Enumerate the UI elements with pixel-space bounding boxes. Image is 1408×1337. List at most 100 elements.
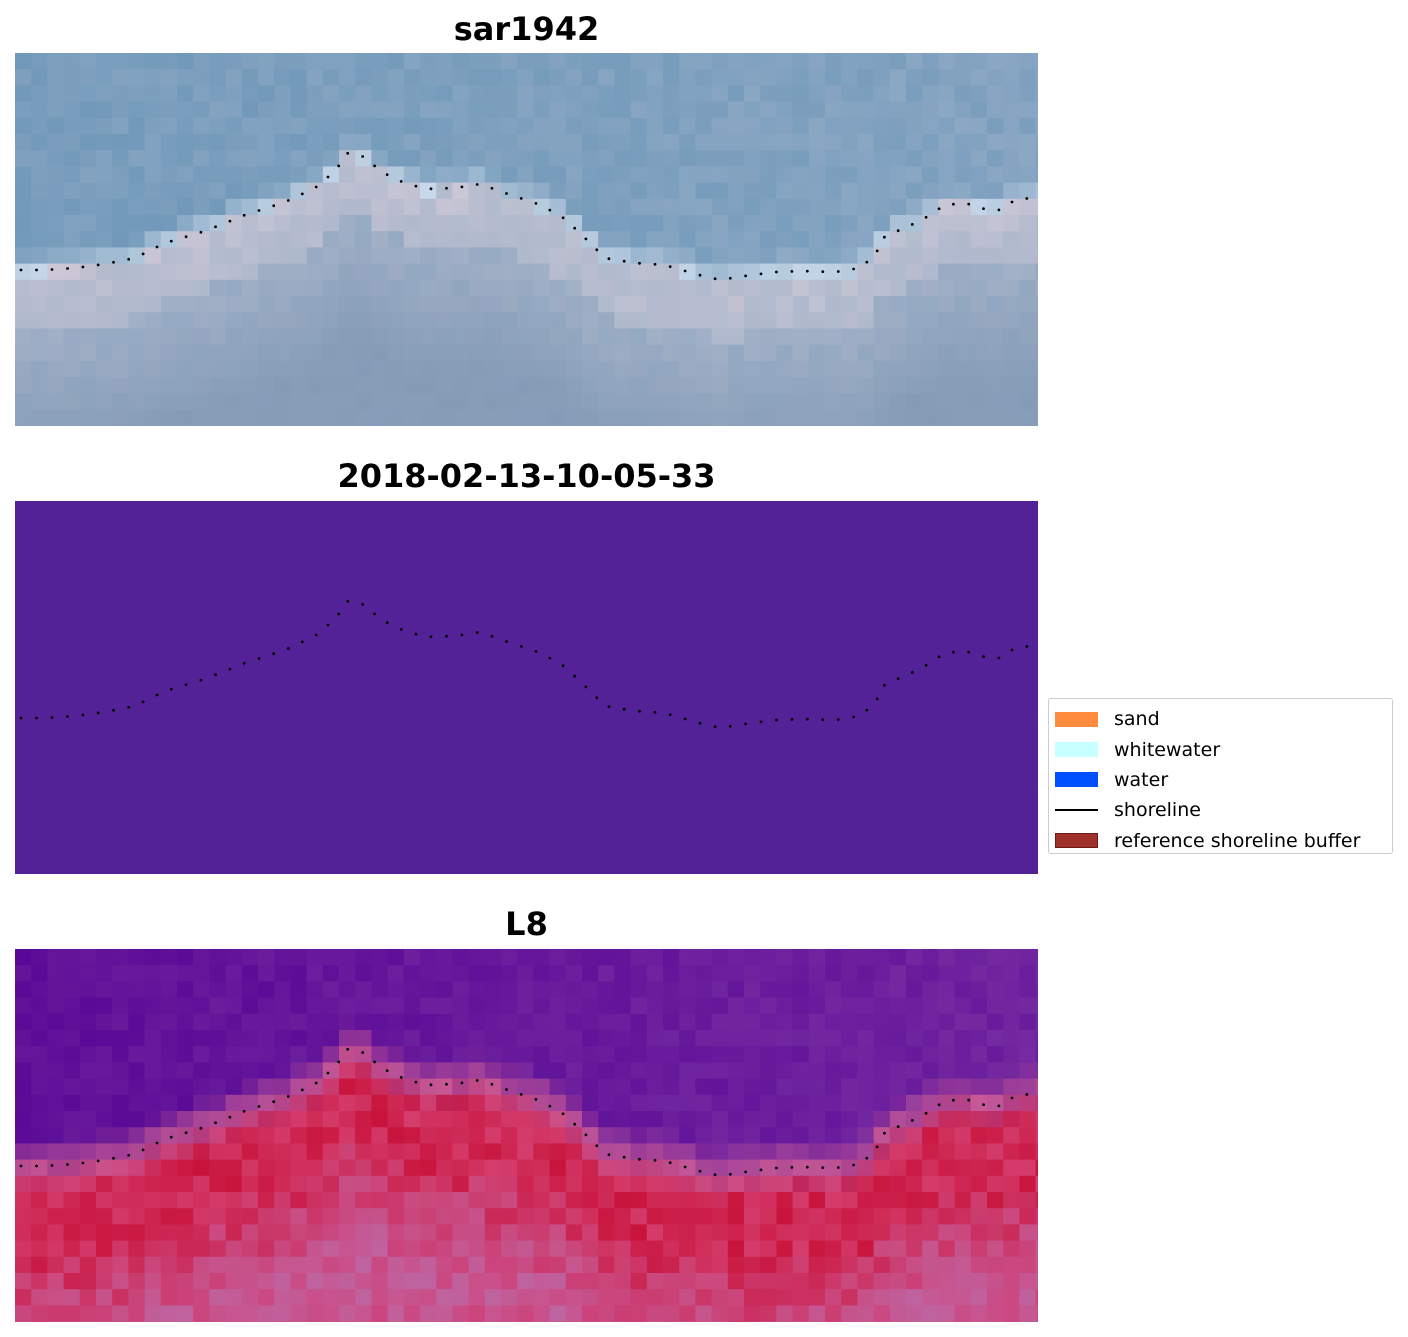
pixel-cell xyxy=(47,134,65,151)
pixel-cell xyxy=(258,198,275,216)
pixel-cell xyxy=(193,53,210,70)
pixel-cell xyxy=(711,409,729,426)
pixel-cell xyxy=(954,117,972,135)
pixel-cell xyxy=(501,1224,518,1242)
pixel-cell xyxy=(1003,1013,1020,1031)
pixel-cell xyxy=(79,328,97,346)
pixel-cell xyxy=(517,198,534,216)
pixel-cell xyxy=(63,1013,81,1031)
pixel-cell xyxy=(225,182,243,200)
pixel-cell xyxy=(565,101,583,119)
pixel-cell xyxy=(695,965,713,982)
pixel-cell xyxy=(47,53,65,70)
pixel-cell xyxy=(468,85,486,103)
shoreline-dot xyxy=(346,151,350,155)
pixel-cell xyxy=(970,1046,988,1063)
pixel-cell xyxy=(371,1289,389,1306)
pixel-cell xyxy=(598,69,615,86)
pixel-cell xyxy=(501,1030,518,1047)
pixel-cell xyxy=(695,1030,713,1047)
pixel-cell xyxy=(112,1256,129,1274)
pixel-cell xyxy=(954,328,972,346)
pixel-cell xyxy=(47,1111,65,1128)
pixel-cell xyxy=(760,69,777,86)
pixel-cell xyxy=(112,328,129,346)
pixel-cell xyxy=(306,1224,324,1242)
pixel-cell xyxy=(128,1030,146,1047)
pixel-cell xyxy=(241,69,259,86)
pixel-cell xyxy=(193,377,210,394)
pixel-cell xyxy=(760,1175,777,1193)
pixel-cell xyxy=(533,312,551,329)
pixel-cell xyxy=(646,134,664,151)
pixel-cell xyxy=(79,1127,97,1144)
shoreline-dot xyxy=(127,1153,131,1157)
pixel-cell xyxy=(744,247,761,265)
pixel-cell xyxy=(160,247,178,265)
pixel-cell xyxy=(128,997,146,1015)
pixel-cell xyxy=(420,1094,437,1112)
pixel-cell xyxy=(825,1013,842,1031)
pixel-cell xyxy=(582,1094,599,1112)
pixel-cell xyxy=(322,377,340,394)
pixel-cell xyxy=(225,53,243,70)
pixel-cell xyxy=(533,1208,551,1225)
pixel-cell xyxy=(241,1030,259,1047)
pixel-cell xyxy=(906,1175,923,1193)
pixel-cell xyxy=(889,69,907,86)
pixel-cell xyxy=(889,1224,907,1242)
pixel-cell xyxy=(1003,393,1020,410)
pixel-cell xyxy=(128,1256,146,1274)
pixel-cell xyxy=(160,53,178,70)
pixel-cell xyxy=(177,1030,194,1047)
pixel-cell xyxy=(760,279,777,297)
pixel-cell xyxy=(663,150,680,167)
pixel-cell xyxy=(808,997,826,1015)
pixel-cell xyxy=(501,1159,518,1177)
pixel-cell xyxy=(15,981,32,999)
pixel-cell xyxy=(96,263,113,281)
pixel-cell xyxy=(841,85,858,103)
pixel-cell xyxy=(112,1030,129,1047)
pixel-cell xyxy=(258,965,275,982)
pixel-cell xyxy=(322,1111,340,1128)
pixel-cell xyxy=(760,1046,777,1063)
pixel-cell xyxy=(468,344,486,362)
pixel-cell xyxy=(598,150,615,167)
pixel-cell xyxy=(225,393,243,410)
panel-title-date: 2018-02-13-10-05-33 xyxy=(337,457,716,495)
pixel-cell xyxy=(873,1240,891,1258)
pixel-cell xyxy=(15,409,32,426)
pixel-cell xyxy=(1003,101,1020,119)
pixel-cell xyxy=(792,231,810,248)
pixel-cell xyxy=(517,1159,534,1177)
pixel-cell xyxy=(711,69,729,86)
pixel-cell xyxy=(209,182,227,200)
pixel-cell xyxy=(31,166,48,184)
shoreline-dots xyxy=(19,599,1029,729)
pixel-cell xyxy=(258,1289,275,1306)
pixel-cell xyxy=(225,1078,243,1096)
pixel-cell xyxy=(970,1273,988,1290)
pixel-cell xyxy=(355,997,372,1015)
pixel-cell xyxy=(630,296,648,313)
pixel-cell xyxy=(355,377,372,394)
pixel-cell xyxy=(1019,344,1037,362)
pixel-cell xyxy=(436,150,453,167)
pixel-cell xyxy=(549,1224,567,1242)
pixel-cell xyxy=(517,997,534,1015)
pixel-cell xyxy=(468,69,486,86)
pixel-cell xyxy=(938,1127,956,1144)
pixel-cell xyxy=(711,312,729,329)
pixel-cell xyxy=(630,150,648,167)
pixel-cell xyxy=(387,117,405,135)
pixel-cell xyxy=(873,247,891,265)
pixel-cell xyxy=(776,166,794,184)
pixel-cell xyxy=(906,1013,923,1031)
pixel-cell xyxy=(355,1208,372,1225)
shoreline-dot xyxy=(242,213,246,217)
pixel-cell xyxy=(403,1273,421,1290)
pixel-cell xyxy=(63,344,81,362)
pixel-cell xyxy=(501,1062,518,1080)
pixel-cell xyxy=(306,198,324,216)
